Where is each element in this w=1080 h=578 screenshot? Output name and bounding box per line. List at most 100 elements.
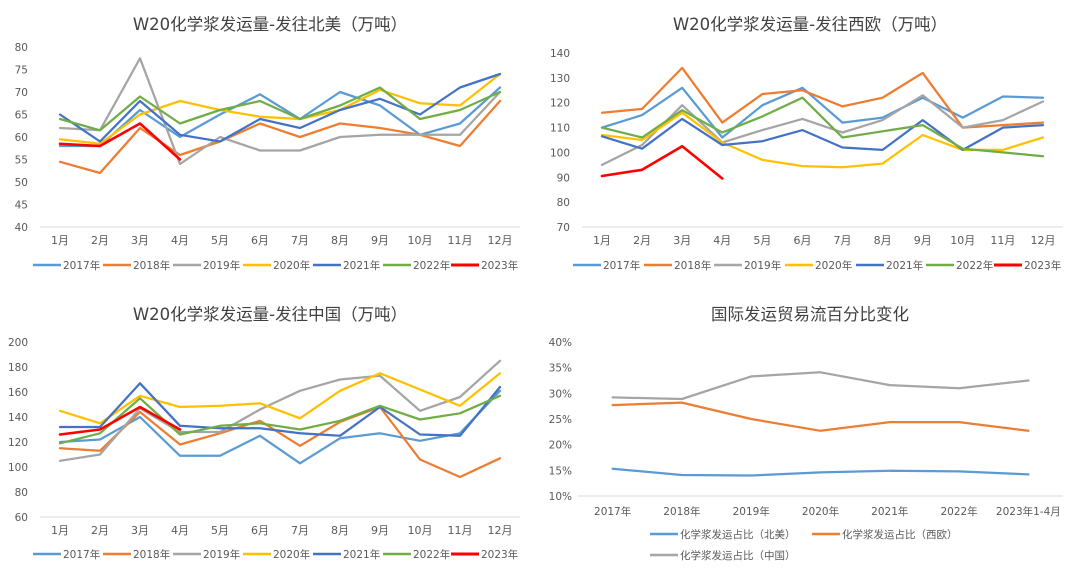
legend-label: 化学浆发运占比（西欧）	[842, 528, 958, 541]
series-line-3	[58, 57, 502, 166]
series-line-4	[58, 72, 502, 145]
legend-label: 2023年	[481, 548, 518, 561]
x-tick-label: 8月	[331, 524, 349, 537]
legend-label: 2019年	[744, 259, 781, 272]
x-tick-label: 3月	[131, 524, 149, 537]
chart-north-america: W20化学浆发运量-发往北美（万吨） 40 45 50 55 60 65 70 75 80 1月 2月…	[15, 15, 520, 272]
series-line-7	[58, 405, 182, 436]
y-tick-label: 50	[15, 177, 28, 189]
y-tick-label: 80	[15, 487, 28, 499]
legend-label: 2020年	[273, 548, 310, 561]
x-tick-label: 6月	[793, 234, 811, 247]
series-line-3	[611, 371, 1030, 401]
x-tick-label: 10月	[408, 234, 433, 247]
x-tick-label: 10月	[408, 524, 433, 537]
series-line-6	[58, 394, 502, 445]
x-tick-label: 1月	[593, 234, 611, 247]
legend-label: 2019年	[203, 548, 240, 561]
y-tick-label: 20%	[549, 440, 572, 452]
x-tick-label: 5月	[753, 234, 771, 247]
x-tick-label: 2020年	[802, 505, 839, 518]
y-tick-label: 140	[8, 412, 28, 424]
legend-label: 化学浆发运占比（北美）	[680, 528, 796, 541]
x-tick-label: 10月	[950, 234, 975, 247]
series-line-6	[600, 96, 1045, 158]
x-tick-label: 3月	[131, 234, 149, 247]
legend-label: 2021年	[343, 548, 380, 561]
x-tick-label: 11月	[990, 234, 1015, 247]
y-tick-label: 45	[15, 200, 28, 212]
x-tick-label: 6月	[251, 234, 269, 247]
x-tick-label: 9月	[371, 234, 389, 247]
legend-label: 2021年	[343, 259, 380, 272]
y-tick-label: 15%	[549, 465, 572, 477]
series-line-6	[58, 86, 502, 132]
y-tick-label: 140	[550, 48, 570, 60]
y-tick-label: 110	[550, 123, 570, 135]
legend-label: 2021年	[886, 259, 923, 272]
x-tick-label: 4月	[171, 524, 189, 537]
series-line-2	[58, 405, 502, 479]
chart-title: 国际发运贸易流百分比变化	[711, 305, 909, 324]
legend-label: 2023年	[481, 259, 518, 272]
chart-trade-flow-share: 国际发运贸易流百分比变化 10% 15% 20% 25% 30% 35% 40% 2017年 20…	[549, 305, 1063, 562]
series-line-5	[58, 72, 502, 143]
series-line-7	[600, 144, 724, 180]
y-tick-label: 60	[15, 512, 28, 524]
series-line-2	[611, 401, 1030, 432]
y-tick-label: 70	[15, 87, 28, 99]
y-tick-label: 40	[15, 222, 28, 234]
x-tick-label: 7月	[291, 524, 309, 537]
x-tick-label: 1月	[51, 524, 69, 537]
legend-label: 2017年	[603, 259, 640, 272]
series-line-1	[58, 86, 502, 148]
x-tick-label: 9月	[371, 524, 389, 537]
y-tick-label: 200	[8, 337, 28, 349]
legend-label: 2022年	[956, 259, 993, 272]
legend-label: 2022年	[413, 259, 450, 272]
legend-label: 2017年	[63, 548, 100, 561]
x-tick-label: 2023年1-4月	[996, 505, 1061, 518]
legend-label: 2019年	[203, 259, 240, 272]
x-tick-label: 2017年	[594, 505, 631, 518]
legend-label: 2022年	[413, 548, 450, 561]
chart-title: W20化学浆发运量-发往西欧（万吨）	[673, 15, 947, 34]
legend-label: 2018年	[133, 548, 170, 561]
y-tick-label: 130	[550, 73, 570, 85]
x-tick-label: 7月	[834, 234, 852, 247]
y-tick-label: 80	[15, 42, 28, 54]
series-line-7	[58, 122, 182, 161]
y-tick-label: 10%	[549, 491, 572, 503]
series-line-4	[58, 372, 502, 425]
x-tick-label: 6月	[251, 524, 269, 537]
x-tick-label: 2018年	[663, 505, 700, 518]
series-line-1	[611, 467, 1030, 477]
y-tick-label: 100	[8, 462, 28, 474]
series-line-3	[600, 94, 1045, 167]
y-tick-label: 90	[557, 172, 570, 184]
legend-label: 2018年	[674, 259, 711, 272]
x-tick-label: 4月	[713, 234, 731, 247]
y-tick-label: 40%	[549, 337, 572, 349]
y-tick-label: 80	[557, 197, 570, 209]
x-tick-label: 7月	[291, 234, 309, 247]
x-tick-label: 1月	[51, 234, 69, 247]
x-tick-label: 2021年	[871, 505, 908, 518]
x-tick-label: 3月	[673, 234, 691, 247]
y-tick-label: 75	[15, 65, 28, 77]
x-tick-label: 8月	[331, 234, 349, 247]
y-tick-label: 55	[15, 155, 28, 167]
y-tick-label: 60	[15, 132, 28, 144]
y-tick-label: 120	[550, 98, 570, 110]
y-tick-label: 160	[8, 387, 28, 399]
series-line-5	[600, 117, 1045, 152]
chart-title: W20化学浆发运量-发往中国（万吨）	[133, 305, 407, 324]
legend-label: 2023年	[1024, 259, 1061, 272]
series-line-1	[58, 389, 502, 465]
y-tick-label: 35%	[549, 363, 572, 375]
legend-label: 2018年	[133, 259, 170, 272]
series-line-2	[58, 99, 502, 175]
chart-title: W20化学浆发运量-发往北美（万吨）	[133, 15, 407, 34]
x-tick-label: 11月	[448, 234, 473, 247]
